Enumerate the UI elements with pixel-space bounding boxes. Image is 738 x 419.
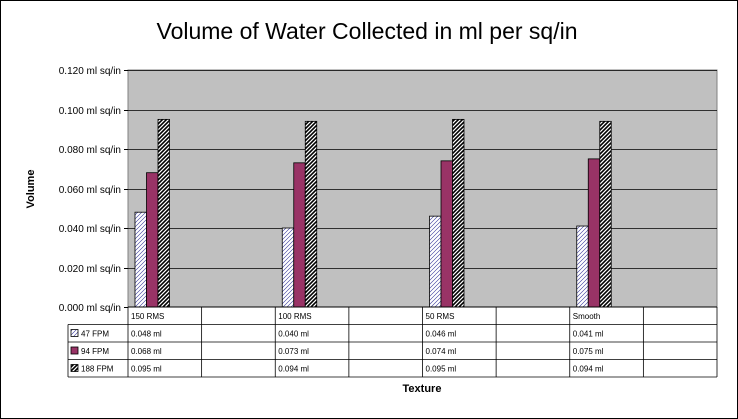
bar-94-fpm-smooth bbox=[587, 158, 601, 308]
bar-47-fpm-150-rms bbox=[134, 211, 147, 308]
legend-key bbox=[70, 329, 79, 337]
chart-title: Volume of Water Collected in ml per sq/i… bbox=[157, 18, 578, 44]
data-label: 0.040 ml bbox=[278, 330, 309, 339]
data-label: 0.095 ml bbox=[426, 365, 457, 374]
y-tick-label: 0.080 ml sq/in bbox=[59, 145, 121, 156]
data-label: 0.094 ml bbox=[573, 365, 604, 374]
bar-188-fpm-smooth bbox=[599, 120, 612, 308]
x-axis-title: Texture bbox=[403, 383, 442, 395]
data-label: 0.046 ml bbox=[426, 330, 457, 339]
x-category-label: 100 RMS bbox=[278, 312, 311, 321]
bar-94-fpm-50-rms bbox=[440, 160, 453, 308]
data-label: 0.068 ml bbox=[131, 347, 162, 356]
legend-label: 188 FPM bbox=[81, 365, 114, 374]
y-tick-label: 0.000 ml sq/in bbox=[59, 303, 121, 314]
bar-188-fpm-100-rms bbox=[304, 120, 318, 308]
y-tick-label: 0.120 ml sq/in bbox=[59, 66, 121, 77]
legend-label: 47 FPM bbox=[81, 330, 109, 339]
x-category-label: 150 RMS bbox=[131, 312, 164, 321]
bar-188-fpm-50-rms bbox=[452, 118, 465, 308]
data-label: 0.074 ml bbox=[426, 347, 457, 356]
bar-94-fpm-100-rms bbox=[293, 162, 306, 308]
legend-key bbox=[70, 346, 79, 355]
bar-188-fpm-150-rms bbox=[157, 118, 170, 308]
legend-label: 94 FPM bbox=[81, 347, 109, 356]
data-table: 150 RMS 100 RMS 50 RMS Smooth 47 FPM 0.048 ml… bbox=[67, 306, 718, 378]
bar-47-fpm-100-rms bbox=[281, 227, 295, 308]
y-axis-title: Volume bbox=[25, 170, 37, 209]
x-category-label: Smooth bbox=[573, 312, 601, 321]
y-tick-label: 0.060 ml sq/in bbox=[59, 185, 121, 196]
bar-47-fpm-50-rms bbox=[429, 215, 442, 308]
y-tick-label: 0.100 ml sq/in bbox=[59, 106, 121, 117]
plot-area bbox=[127, 69, 718, 308]
data-label: 0.073 ml bbox=[278, 347, 309, 356]
y-axis-ticks: 0.000 ml sq/in 0.020 ml sq/in 0.040 ml sq/… bbox=[59, 66, 128, 314]
data-label: 0.075 ml bbox=[573, 347, 604, 356]
data-label: 0.094 ml bbox=[278, 365, 309, 374]
y-tick-label: 0.020 ml sq/in bbox=[59, 264, 121, 275]
bar-47-fpm-smooth bbox=[576, 225, 589, 308]
bar-94-fpm-150-rms bbox=[146, 172, 159, 308]
gridlines bbox=[128, 70, 717, 269]
legend-key bbox=[70, 364, 79, 372]
x-category-label: 50 RMS bbox=[426, 312, 455, 321]
data-label: 0.041 ml bbox=[573, 330, 604, 339]
data-label: 0.048 ml bbox=[131, 330, 162, 339]
data-label: 0.095 ml bbox=[131, 365, 162, 374]
y-tick-label: 0.040 ml sq/in bbox=[59, 224, 121, 235]
